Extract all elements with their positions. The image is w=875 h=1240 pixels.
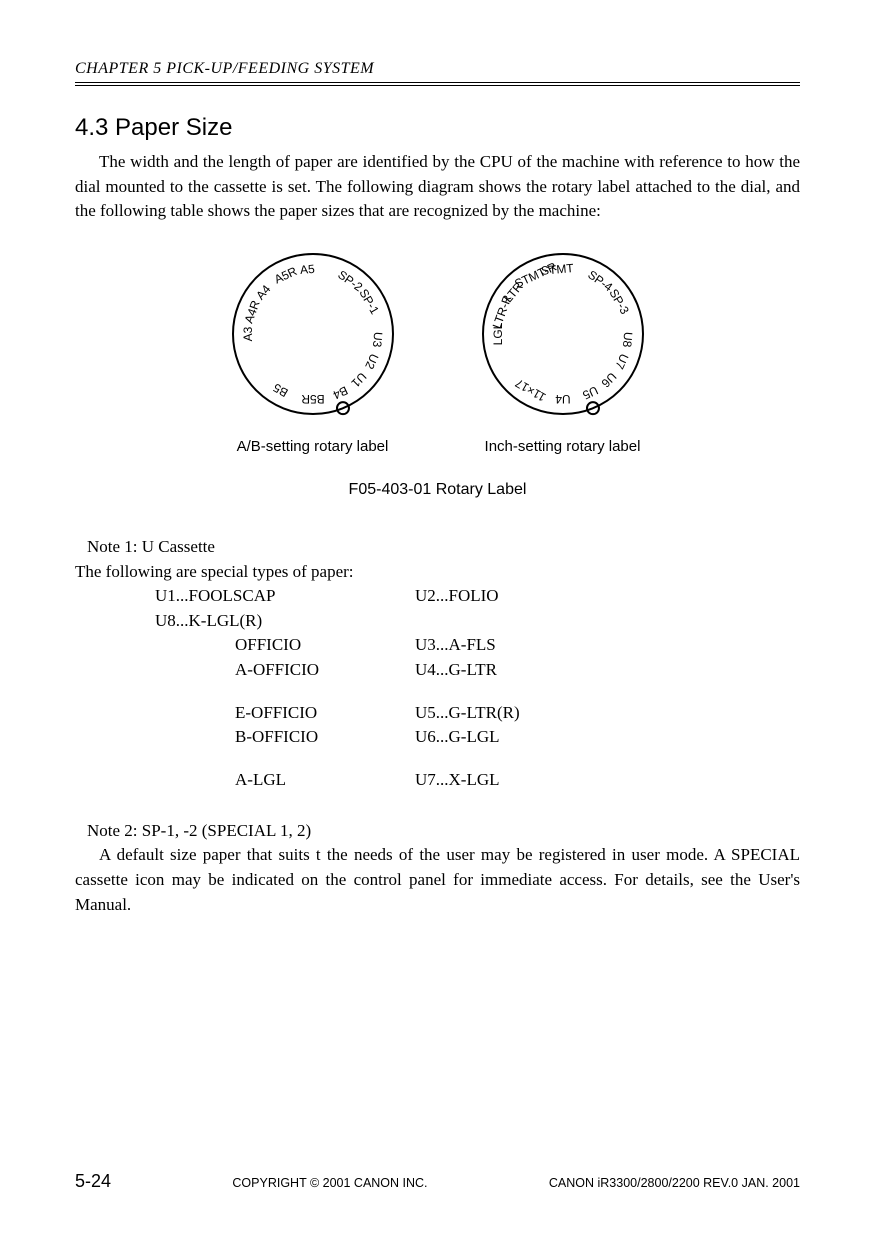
dial-ab-caption: A/B-setting rotary label bbox=[237, 438, 389, 455]
notes-block: Note 1: U Cassette The following are spe… bbox=[75, 535, 800, 917]
page-number: 5-24 bbox=[75, 1171, 111, 1192]
figure-caption: F05-403-01 Rotary Label bbox=[75, 481, 800, 499]
spec-right: U6...G-LGL bbox=[415, 725, 675, 750]
dial-inch-caption: Inch-setting rotary label bbox=[485, 438, 641, 455]
spec-table: U1...FOOLSCAPU2...FOLIOU8...K-LGL(R)OFFI… bbox=[155, 584, 800, 792]
dial-label: A5 bbox=[299, 262, 315, 277]
spec-left: B-OFFICIO bbox=[235, 725, 415, 750]
dial-label: U7 bbox=[612, 351, 631, 371]
note2-body: A default size paper that suits t the ne… bbox=[75, 843, 800, 917]
note1-intro: The following are special types of paper… bbox=[75, 560, 800, 585]
dial-label: A4 bbox=[253, 282, 273, 302]
note1-label: Note 1: U Cassette bbox=[87, 535, 800, 560]
spec-right: U5...G-LTR(R) bbox=[415, 701, 675, 726]
dial-label: U4 bbox=[555, 392, 571, 406]
spec-left: A-OFFICIO bbox=[235, 658, 415, 683]
dial-label: SP-3 bbox=[606, 286, 632, 316]
dial-label: U5 bbox=[580, 383, 600, 402]
dial-label: U8 bbox=[619, 331, 634, 348]
dial-label: U2 bbox=[362, 351, 381, 371]
dial-ab-block: A3A4RA4A5RA5SP-2SP-1U3U2U1B4B5RB5 A/B-se… bbox=[223, 244, 403, 455]
dial-label: U6 bbox=[598, 369, 619, 390]
dial-label: U3 bbox=[369, 331, 384, 348]
dial-label: U1 bbox=[348, 369, 369, 390]
spec-left: U8...K-LGL(R) bbox=[155, 609, 415, 634]
section-title: 4.3 Paper Size bbox=[75, 114, 800, 142]
spec-right: U2...FOLIO bbox=[415, 584, 675, 609]
dial-label: B5 bbox=[270, 380, 290, 400]
dial-label: SP-1 bbox=[356, 286, 382, 316]
section-paragraph: The width and the length of paper are id… bbox=[75, 150, 800, 224]
model-text: CANON iR3300/2800/2200 REV.0 JAN. 2001 bbox=[549, 1176, 800, 1190]
dial-label: A4R bbox=[241, 298, 262, 325]
dial-ab-svg: A3A4RA4A5RA5SP-2SP-1U3U2U1B4B5RB5 bbox=[223, 244, 403, 424]
spec-right: U3...A-FLS bbox=[415, 633, 675, 658]
note2-label: Note 2: SP-1, -2 (SPECIAL 1, 2) bbox=[87, 819, 800, 844]
footer: 5-24 COPYRIGHT © 2001 CANON INC. CANON i… bbox=[75, 1171, 800, 1192]
chapter-header: CHAPTER 5 PICK-UP/FEEDING SYSTEM bbox=[75, 60, 800, 78]
dials-row: A3A4RA4A5RA5SP-2SP-1U3U2U1B4B5RB5 A/B-se… bbox=[75, 244, 800, 455]
dial-label: STMT bbox=[540, 261, 574, 278]
spec-right: U4...G-LTR bbox=[415, 658, 675, 683]
spec-left: U1...FOOLSCAP bbox=[155, 584, 415, 609]
dial-label: A5R bbox=[272, 264, 299, 287]
dial-inch-svg: LGLLTR-RLTRSTMT-RSTMTSP-4SP-3U8U7U6U5U41… bbox=[473, 244, 653, 424]
spec-left: E-OFFICIO bbox=[235, 701, 415, 726]
spec-right bbox=[415, 609, 675, 634]
dial-label: A3 bbox=[241, 326, 255, 341]
dial-label: B4 bbox=[330, 383, 350, 402]
spec-right: U7...X-LGL bbox=[415, 768, 675, 793]
spec-left: A-LGL bbox=[235, 768, 415, 793]
spec-left: OFFICIO bbox=[235, 633, 415, 658]
dial-inch-block: LGLLTR-RLTRSTMT-RSTMTSP-4SP-3U8U7U6U5U41… bbox=[473, 244, 653, 455]
dial-label: B5R bbox=[300, 392, 324, 406]
copyright-text: COPYRIGHT © 2001 CANON INC. bbox=[232, 1176, 427, 1190]
header-rule bbox=[75, 82, 800, 86]
